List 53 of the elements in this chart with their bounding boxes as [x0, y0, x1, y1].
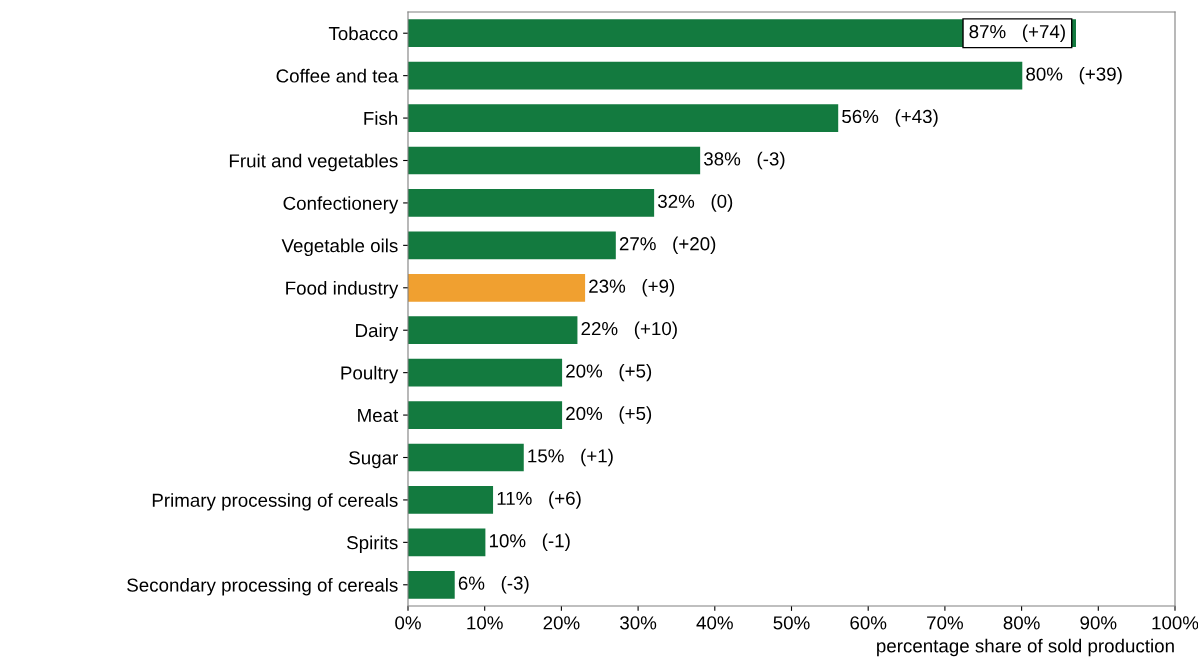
x-tick-label: 20% — [543, 616, 580, 630]
bar — [408, 273, 586, 302]
bar — [408, 316, 578, 345]
y-tick-label: Sugar — [349, 451, 398, 469]
x-tick-label: 70% — [927, 616, 963, 630]
y-tick-label: Primary processing of cereals — [152, 493, 398, 511]
x-tick-label: 90% — [1080, 616, 1117, 630]
bar — [408, 528, 486, 557]
y-tick-label: Food industry — [286, 280, 399, 299]
data-label: 20% (+5) — [566, 363, 652, 382]
x-tick-label: 100% — [1152, 616, 1198, 630]
data-label: 11% (+6) — [497, 491, 581, 509]
x-tick-label: 10% — [467, 616, 503, 630]
data-label: 15% (+1) — [528, 448, 613, 467]
x-axis-title: percentage share of sold production — [877, 638, 1174, 657]
bar — [408, 570, 455, 599]
data-label: 6% (-3) — [458, 576, 529, 594]
x-tick-label: 80% — [1003, 616, 1040, 630]
data-label: 56% (+43) — [842, 109, 938, 127]
x-tick-label: 40% — [696, 616, 733, 630]
y-tick-label: Spirits — [347, 535, 398, 554]
x-tick-label: 0% — [395, 616, 421, 630]
y-tick-label: Confectionery — [283, 196, 399, 214]
y-tick-label: Dairy — [356, 323, 399, 341]
y-tick-label: Poultry — [341, 365, 399, 384]
data-label: 10% (-1) — [489, 533, 570, 552]
bar — [408, 104, 839, 132]
data-label: 23% (+9) — [589, 279, 675, 297]
data-label: 32% (0) — [657, 194, 733, 212]
bar — [408, 358, 563, 387]
bar — [408, 443, 524, 472]
bar — [408, 61, 1023, 90]
y-tick-label: Secondary processing of cereals — [127, 577, 398, 596]
bar — [408, 486, 494, 514]
bar — [408, 231, 616, 260]
data-label: 20% (+5) — [566, 406, 652, 424]
y-tick-label: Coffee and tea — [276, 68, 399, 83]
y-tick-label: Vegetable oils — [281, 238, 398, 257]
data-label: 22% (+10) — [581, 321, 677, 339]
x-tick-label: 60% — [850, 616, 887, 630]
x-tick-label: 30% — [620, 616, 657, 630]
y-tick-label: Fruit and vegetables — [229, 153, 398, 172]
bar — [408, 146, 701, 175]
data-label: 27% (+20) — [619, 236, 716, 255]
bar — [408, 401, 563, 429]
data-label: 80% (+39) — [1026, 66, 1122, 85]
data-label: 87% (+74) — [969, 24, 1065, 42]
bar — [408, 189, 655, 217]
x-tick-label: 50% — [773, 616, 810, 630]
data-label: 38% (-3) — [704, 151, 785, 170]
y-tick-label: Meat — [358, 408, 399, 423]
y-tick-label: Fish — [364, 111, 398, 126]
y-tick-label: Tobacco — [328, 26, 398, 41]
